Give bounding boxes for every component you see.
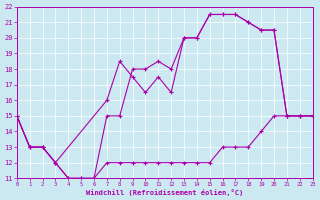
X-axis label: Windchill (Refroidissement éolien,°C): Windchill (Refroidissement éolien,°C) — [86, 189, 243, 196]
